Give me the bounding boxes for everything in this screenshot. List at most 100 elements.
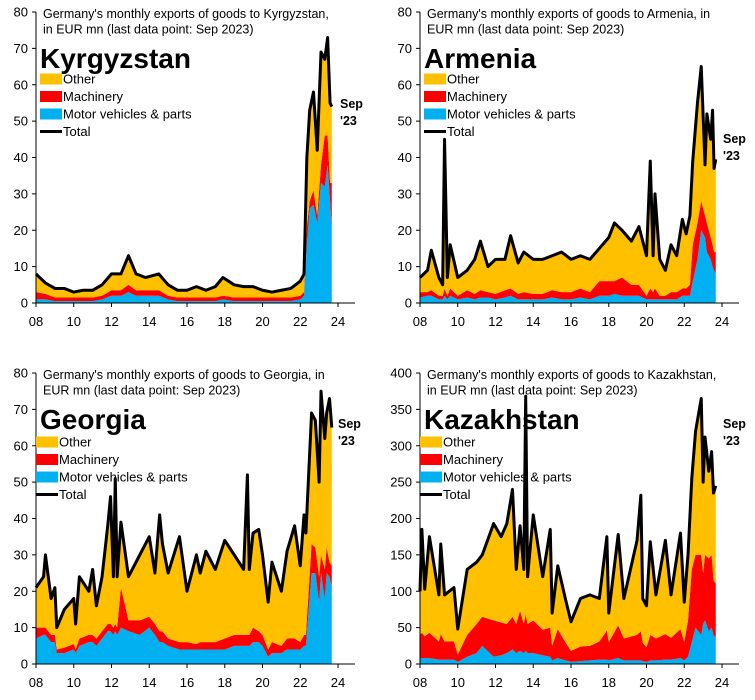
- area-other: [36, 391, 332, 650]
- x-tick-label: 10: [451, 314, 465, 329]
- x-tick-label: 18: [602, 314, 616, 329]
- y-tick-label: 80: [14, 5, 28, 20]
- y-tick-label: 0: [21, 657, 28, 672]
- chart-title-line: EUR mn (last data point: Sep 2023): [43, 384, 240, 398]
- x-tick-label: 16: [180, 675, 194, 690]
- x-tick-label: 22: [293, 675, 307, 690]
- legend: Other Machinery Motor vehicles & parts Tota…: [36, 435, 188, 502]
- legend-machinery-label: Machinery: [63, 89, 123, 104]
- y-tick-label: 20: [398, 223, 412, 238]
- x-tick-label: 14: [526, 314, 540, 329]
- y-tick-label: 60: [14, 77, 28, 92]
- x-tick-label: 24: [331, 314, 345, 329]
- area-machinery: [36, 135, 332, 302]
- x-tick-label: 08: [413, 675, 427, 690]
- legend: Other Machinery Motor vehicles & parts Tota…: [420, 435, 572, 502]
- total-line: [418, 65, 718, 287]
- legend-other-swatch: [424, 73, 446, 85]
- legend-other-swatch: [36, 436, 58, 448]
- x-tick-label: 16: [564, 314, 578, 329]
- x-tick-label: 10: [451, 675, 465, 690]
- total-line: [34, 389, 334, 630]
- y-tick-label: 70: [398, 41, 412, 56]
- total-line: [34, 35, 334, 294]
- y-tick-label: 0: [405, 296, 412, 311]
- legend-motor-label: Motor vehicles & parts: [447, 107, 576, 122]
- y-tick-label: 50: [14, 475, 28, 490]
- y-tick-label: 300: [390, 438, 412, 453]
- legend-machinery-swatch: [424, 91, 446, 102]
- last-point-annotation: '23: [723, 149, 740, 163]
- legend: Other Machinery Motor vehicles & parts Tota…: [40, 72, 192, 139]
- x-tick-label: 08: [29, 675, 43, 690]
- y-tick-label: 100: [390, 584, 412, 599]
- y-tick-label: 50: [398, 620, 412, 635]
- y-tick-label: 80: [398, 5, 412, 20]
- chart-title-line: Germany's monthly exports of goods to Ar…: [427, 7, 710, 21]
- y-tick-label: 10: [14, 620, 28, 635]
- total-line: [418, 394, 718, 631]
- y-tick-label: 350: [390, 402, 412, 417]
- legend-motor-swatch: [420, 471, 442, 483]
- y-tick-label: 70: [14, 41, 28, 56]
- y-tick-label: 20: [14, 584, 28, 599]
- x-tick-label: 24: [331, 675, 345, 690]
- panel-kazakhstan: 0 50 100 150 200 250 300 350 400 08 10 12 14 16 18 20 22…: [390, 366, 746, 691]
- country-name: Armenia: [424, 43, 536, 74]
- legend-machinery-swatch: [40, 91, 62, 102]
- x-tick-label: 10: [67, 675, 81, 690]
- y-tick-label: 60: [398, 77, 412, 92]
- legend-total-label: Total: [443, 487, 471, 502]
- legend-motor-label: Motor vehicles & parts: [59, 470, 188, 485]
- y-tick-label: 30: [14, 186, 28, 201]
- x-tick-label: 14: [526, 675, 540, 690]
- last-point-annotation: '23: [340, 114, 357, 128]
- x-tick-label: 22: [293, 314, 307, 329]
- legend-other-label: Other: [59, 435, 92, 450]
- legend-machinery-label: Machinery: [447, 89, 507, 104]
- legend: Other Machinery Motor vehicles & parts Tota…: [424, 72, 576, 139]
- y-tick-label: 200: [390, 511, 412, 526]
- y-tick-label: 150: [390, 547, 412, 562]
- legend-other-label: Other: [443, 435, 476, 450]
- x-tick-label: 18: [602, 675, 616, 690]
- legend-other-label: Other: [447, 72, 480, 87]
- x-tick-label: 12: [104, 675, 118, 690]
- y-tick-label: 0: [21, 296, 28, 311]
- chart-title-line: Germany's monthly exports of goods to Ky…: [43, 7, 329, 21]
- y-tick-label: 0: [405, 657, 412, 672]
- x-tick-label: 12: [488, 675, 502, 690]
- x-tick-label: 24: [715, 314, 729, 329]
- x-tick-label: 18: [218, 675, 232, 690]
- panel-armenia: 0 10 20 30 40 50 60 70 80 08 10 12 14 16 18 20 22 24 Germa…: [398, 5, 747, 330]
- area-machinery: [420, 554, 716, 662]
- y-tick-label: 50: [398, 114, 412, 129]
- x-tick-label: 20: [639, 675, 653, 690]
- x-tick-label: 20: [255, 675, 269, 690]
- area-machinery: [420, 201, 716, 300]
- x-tick-label: 20: [639, 314, 653, 329]
- y-tick-label: 60: [14, 438, 28, 453]
- x-tick-label: 10: [67, 314, 81, 329]
- legend-other-label: Other: [63, 72, 96, 87]
- legend-total-label: Total: [447, 124, 475, 139]
- panel-georgia: 0 10 20 30 40 50 60 70 80 08 10 12 14 16 18 20 22 24 Germa…: [14, 366, 362, 691]
- y-tick-label: 70: [14, 402, 28, 417]
- country-name: Kazakhstan: [424, 404, 580, 435]
- x-tick-label: 12: [104, 314, 118, 329]
- legend-motor-label: Motor vehicles & parts: [63, 107, 192, 122]
- chart-title-line: EUR mn (last data point: Sep 2023): [427, 23, 624, 37]
- x-tick-label: 12: [488, 314, 502, 329]
- legend-machinery-swatch: [36, 454, 58, 465]
- y-tick-label: 250: [390, 475, 412, 490]
- y-tick-label: 20: [14, 223, 28, 238]
- x-tick-label: 20: [255, 314, 269, 329]
- x-tick-label: 16: [180, 314, 194, 329]
- x-tick-label: 14: [142, 675, 156, 690]
- area-motor: [36, 164, 332, 303]
- legend-motor-swatch: [424, 108, 446, 120]
- x-tick-label: 22: [677, 314, 691, 329]
- legend-machinery-label: Machinery: [443, 452, 503, 467]
- area-motor: [36, 573, 332, 664]
- legend-motor-swatch: [36, 471, 58, 483]
